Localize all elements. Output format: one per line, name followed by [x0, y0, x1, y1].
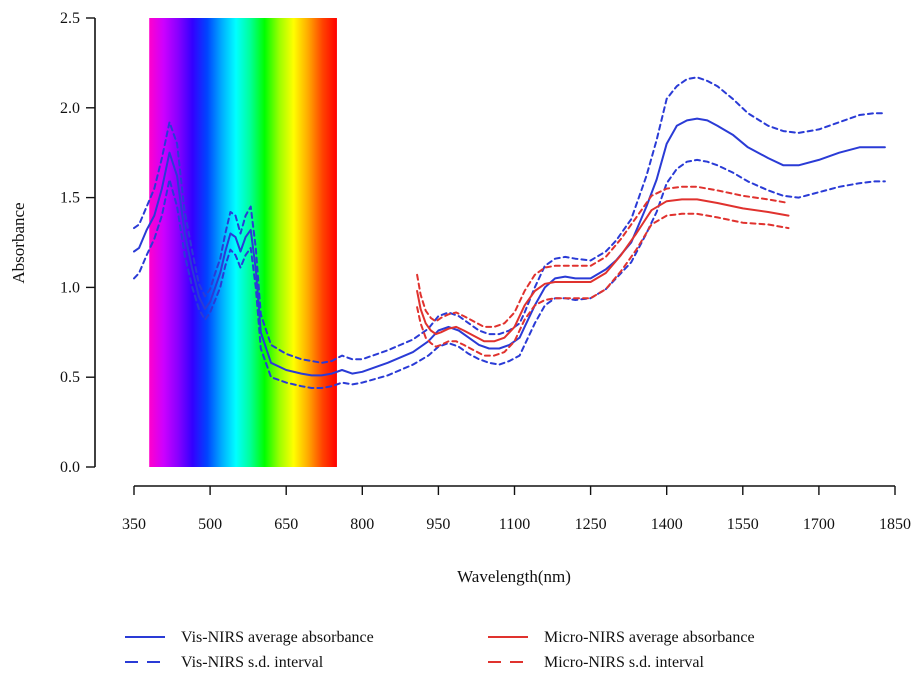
micro-nirs-s-d-interval-line: [416, 185, 790, 328]
vis-nirs-s-d-interval-lower-line: [133, 158, 886, 389]
y-tick-label: 2.0: [60, 100, 80, 117]
x-tick-label: 950: [426, 516, 450, 533]
x-tick-label: 1250: [575, 516, 607, 533]
y-tick-label: 2.5: [60, 10, 80, 27]
legend: Vis-NIRS average absorbance Vis-NIRS s.d.…: [125, 629, 755, 671]
y-axis-title: Absorbance: [9, 202, 28, 283]
y-tick-label: 1.0: [60, 279, 80, 296]
x-axis-title: Wavelength(nm): [457, 567, 571, 586]
series-lines: [133, 76, 886, 389]
y-tick-label: 0.5: [60, 369, 80, 386]
x-tick-label: 650: [274, 516, 298, 533]
x-tick-label: 500: [198, 516, 222, 533]
micro-nirs-average-absorbance-line: [416, 198, 790, 343]
x-tick-label: 350: [122, 516, 146, 533]
legend-label: Vis-NIRS average absorbance: [181, 629, 374, 646]
x-tick-label: 1400: [651, 516, 683, 533]
micro-nirs-s-d-interval-lower-line: [416, 212, 790, 357]
y-tick-label: 0.0: [60, 459, 80, 476]
tick-marks: 0.0 0.5 1.0 1.5 2.0 2.5 350 500 650 800 950 1100 125…: [60, 10, 911, 533]
x-tick-label: 1100: [499, 516, 530, 533]
x-tick-label: 1550: [727, 516, 759, 533]
x-tick-label: 1700: [803, 516, 835, 533]
x-tick-label: 800: [350, 516, 374, 533]
legend-label: Micro-NIRS average absorbance: [544, 629, 755, 646]
vis-nirs-average-absorbance-line: [133, 117, 886, 377]
x-tick-label: 1850: [879, 516, 911, 533]
y-tick-label: 1.5: [60, 190, 80, 207]
vis-nirs-s-d-interval-line: [133, 76, 886, 364]
legend-label: Micro-NIRS s.d. interval: [544, 654, 705, 671]
legend-label: Vis-NIRS s.d. interval: [181, 654, 324, 671]
